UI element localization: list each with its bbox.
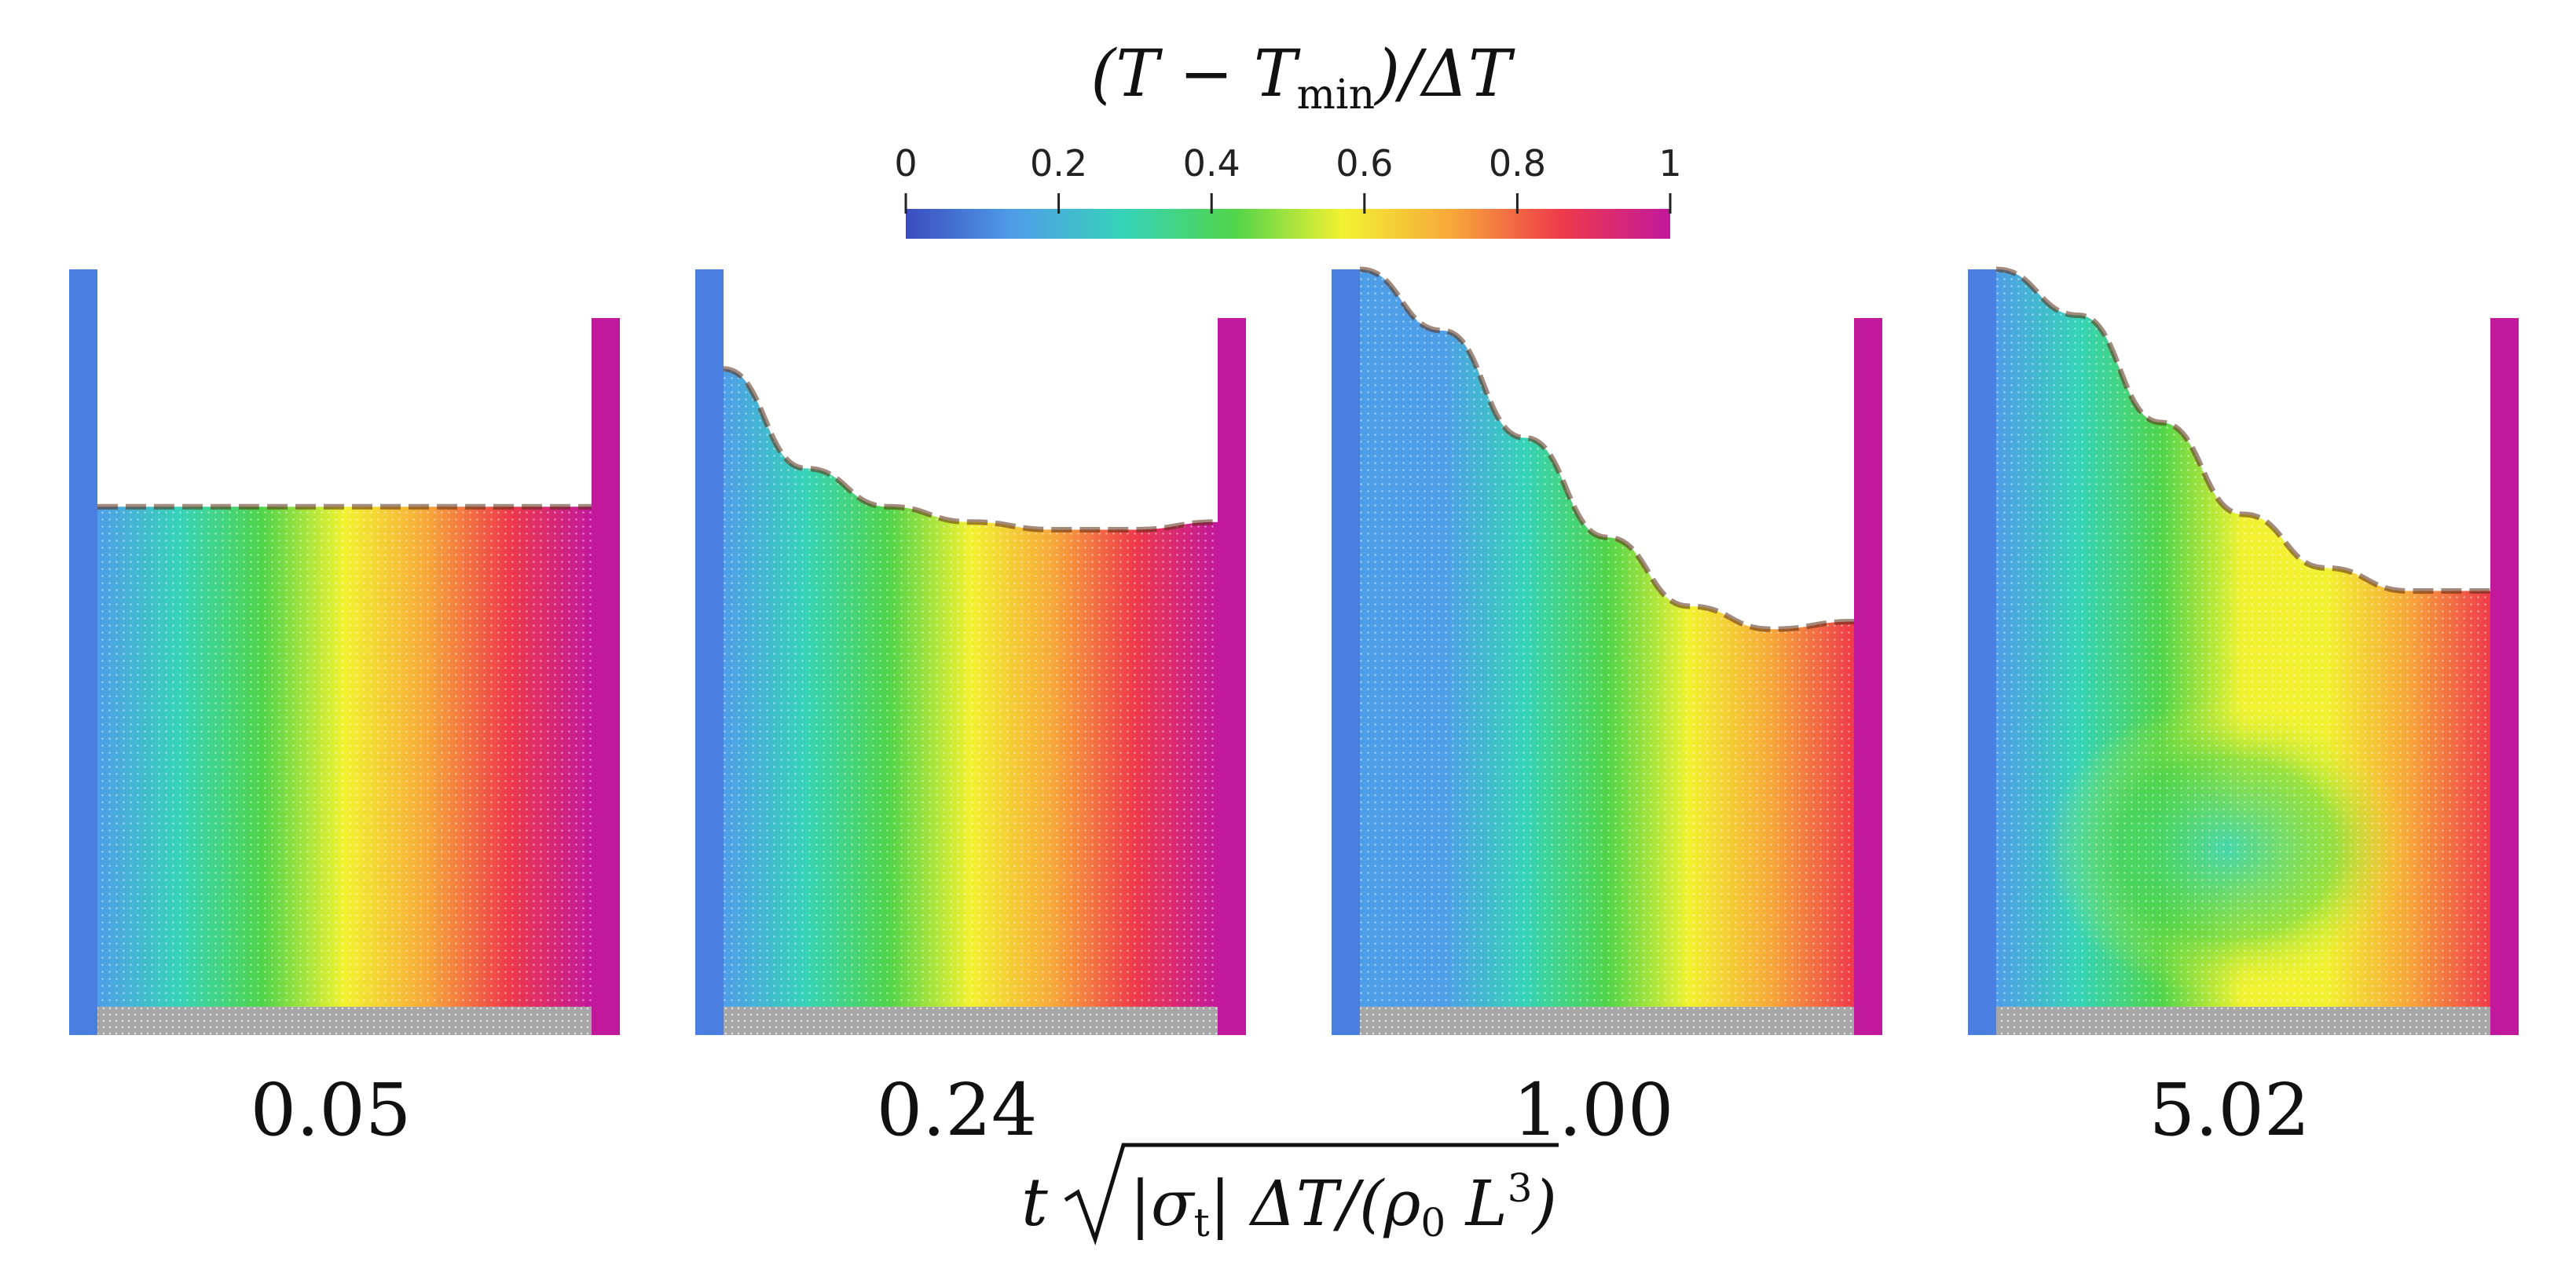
hot-wall bbox=[1854, 318, 1882, 1035]
hot-wall bbox=[2490, 318, 2519, 1035]
panel-2: 0.24 bbox=[695, 269, 1246, 1152]
colorbar-tick-label: 0.4 bbox=[1183, 142, 1240, 185]
colorbar-title-open: (T − T bbox=[1090, 37, 1301, 112]
radicand-d: ) bbox=[1531, 1167, 1557, 1240]
radicand-b: | ΔT/(ρ bbox=[1210, 1167, 1421, 1240]
radicand-a-sub: t bbox=[1194, 1200, 1210, 1246]
time-label: 0.24 bbox=[877, 1068, 1038, 1152]
colorbar-tick-label: 0 bbox=[894, 142, 917, 185]
surface-velocity-arrows bbox=[1995, 266, 2490, 594]
colorbar-title-sub: min bbox=[1297, 71, 1375, 119]
radicand-a: |σ bbox=[1130, 1167, 1196, 1240]
particle-mesh bbox=[1996, 269, 2490, 1007]
colorbar-tick-label: 1 bbox=[1658, 142, 1681, 185]
cold-wall bbox=[1968, 269, 1996, 1035]
surface-velocity-arrows bbox=[723, 366, 1218, 533]
colorbar-tick-label: 0.8 bbox=[1489, 142, 1546, 185]
particle-mesh bbox=[1360, 269, 1854, 1007]
cold-wall bbox=[695, 269, 724, 1035]
hot-wall bbox=[592, 318, 620, 1035]
radicand-c-sup: 3 bbox=[1508, 1165, 1533, 1211]
x-axis-label: t |σt| ΔT/(ρ0 L3) bbox=[1021, 1143, 1559, 1246]
sqrt-sign bbox=[1064, 1143, 1559, 1246]
cold-wall bbox=[69, 269, 97, 1035]
cold-wall bbox=[1332, 269, 1360, 1035]
bottom-wall bbox=[1360, 1007, 1854, 1035]
x-axis-label-prefix: t bbox=[1021, 1164, 1048, 1241]
bottom-wall bbox=[1996, 1007, 2490, 1035]
colorbar-ticks: 0 0.2 0.4 0.6 0.8 1 bbox=[894, 142, 1682, 214]
x-axis-label-radicand: |σt| ΔT/(ρ0 L3) bbox=[1130, 1165, 1557, 1246]
time-label: 0.05 bbox=[251, 1068, 412, 1152]
colorbar-title-close: )/ΔT bbox=[1373, 37, 1515, 112]
bottom-wall bbox=[97, 1007, 592, 1035]
panels: 0.05 0.24 1.00 5.02 bbox=[69, 266, 2519, 1152]
bottom-wall bbox=[724, 1007, 1218, 1035]
time-label: 1.00 bbox=[1513, 1068, 1674, 1152]
radicand-b-sub: 0 bbox=[1420, 1200, 1446, 1246]
radicand-c: L bbox=[1446, 1167, 1508, 1240]
particle-mesh bbox=[724, 368, 1218, 1007]
colorbar-tick-label: 0.6 bbox=[1336, 142, 1393, 185]
colorbar-title: (T − Tmin)/ΔT bbox=[1090, 37, 1515, 119]
hot-wall bbox=[1218, 318, 1246, 1035]
panel-1: 0.05 bbox=[69, 269, 620, 1152]
time-label: 5.02 bbox=[2149, 1068, 2310, 1152]
colorbar-ramp bbox=[906, 209, 1670, 239]
colorbar: (T − Tmin)/ΔT 0 0.2 0.4 0.6 0.8 1 bbox=[894, 37, 1682, 239]
surface-velocity-arrows bbox=[1359, 266, 1855, 632]
particle-mesh bbox=[97, 507, 592, 1007]
colorbar-tick-label: 0.2 bbox=[1030, 142, 1087, 185]
panel-4: 5.02 bbox=[1968, 266, 2519, 1152]
panel-3: 1.00 bbox=[1332, 266, 1882, 1152]
